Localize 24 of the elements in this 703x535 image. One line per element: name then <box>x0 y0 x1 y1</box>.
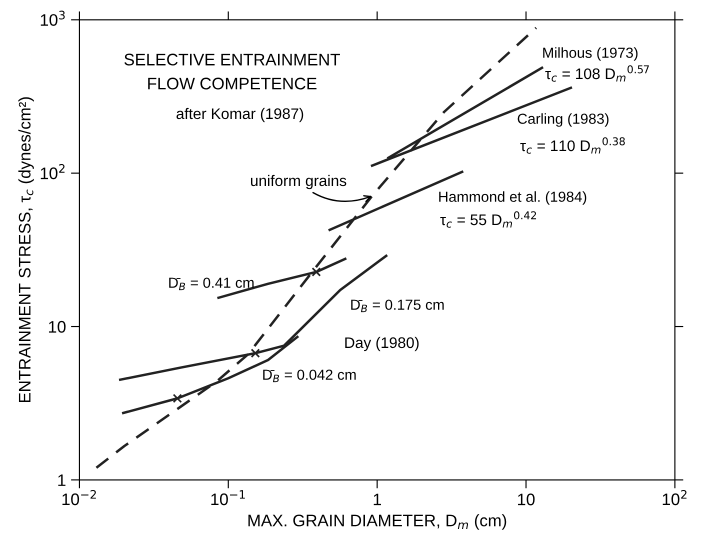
text: SELECTIVE ENTRAINMENT FLOW COMPETENCE <box>124 54 340 90</box>
x-tick-label: 10 <box>518 494 535 506</box>
y-tick-label: 10$^{2}$ <box>40 164 65 180</box>
x-tick-label: 1 <box>374 494 381 506</box>
y-tick-label: 10 <box>48 320 66 333</box>
annotation: τ$_{c}$ = 55 D$_{m}$$^{0.42}$ <box>440 211 536 228</box>
series-label: D̄$_{B}$ = 0.41 cm <box>169 278 254 290</box>
x-tick-label: 10$^{−1}$ <box>211 490 245 506</box>
x-axis-title: MAX. GRAIN DIAMETER, D$_{m}$ (cm) <box>248 514 506 530</box>
series-label: Hammond et al. (1984) <box>439 191 586 205</box>
annotation: τ$_{c}$ = 110 D$_{m}$$^{0.38}$ <box>520 137 625 154</box>
series-label: D̄$_{B}$ = 0.042 cm <box>263 370 356 382</box>
series-label: uniform grains <box>250 174 346 190</box>
annotation: Day (1980) <box>345 336 419 352</box>
series-label: D̄$_{B}$ = 0.175 cm <box>351 300 444 312</box>
text: after Komar (1987) <box>176 108 304 122</box>
x-tick-label: 10$^{−2}$ <box>62 490 96 506</box>
series-label: Milhous (1973) <box>543 47 638 61</box>
series-label: Carling (1983) <box>518 113 608 127</box>
annotation: τ$_{c}$ = 108 D$_{m}$$^{0.57}$ <box>545 65 649 82</box>
x-tick-label: 10$^{2}$ <box>662 490 686 506</box>
y-axis-title: ENTRAINMENT STRESS, τ$_{c}$ (dynes/cm²) <box>18 97 34 402</box>
y-tick-label: 1 <box>58 474 66 486</box>
y-tick-label: 10$^{3}$ <box>40 10 65 26</box>
